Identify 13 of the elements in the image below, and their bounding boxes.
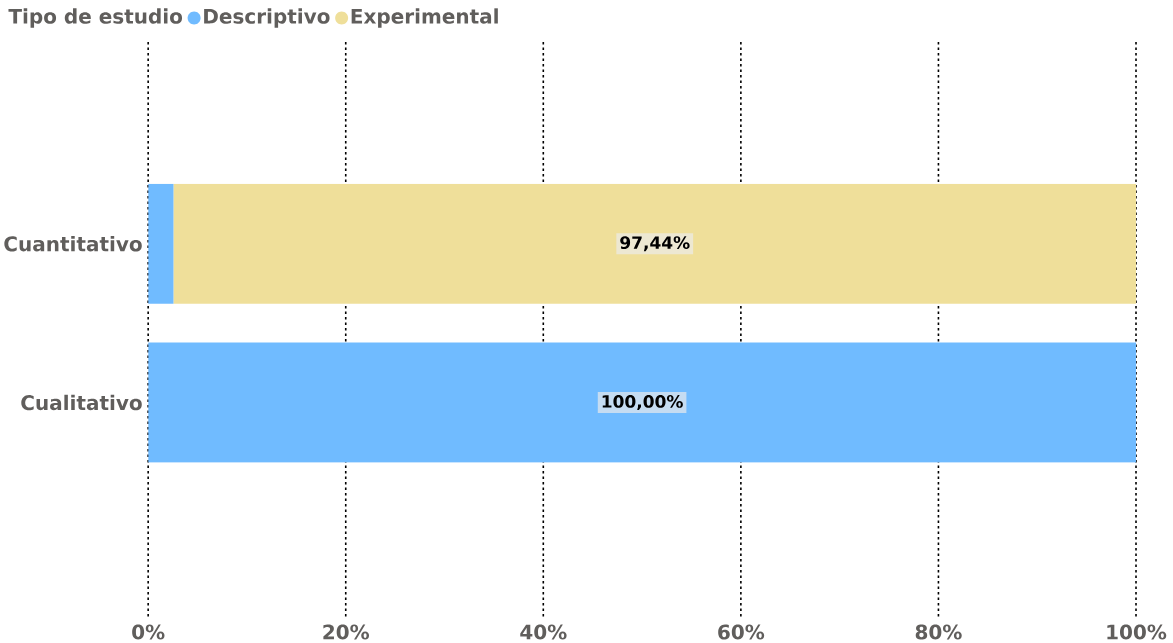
- x-tick-label: 100%: [1107, 624, 1167, 640]
- y-tick-label: Cuantitativo: [4, 236, 142, 252]
- data-label: 97,44%: [620, 236, 690, 252]
- x-tick-label: 40%: [520, 624, 567, 640]
- x-tick-label: 20%: [323, 624, 370, 640]
- data-label: 100,00%: [602, 395, 683, 411]
- y-tick-label: Cualitativo: [21, 394, 142, 411]
- legend-label: Experimental: [351, 8, 498, 28]
- x-tick-label: 80%: [915, 624, 962, 640]
- x-tick-label: 0%: [132, 624, 165, 640]
- legend-label: Descriptivo: [204, 8, 330, 28]
- legend-title: Tipo de estudio: [8, 8, 183, 28]
- x-tick-label: 60%: [718, 624, 765, 640]
